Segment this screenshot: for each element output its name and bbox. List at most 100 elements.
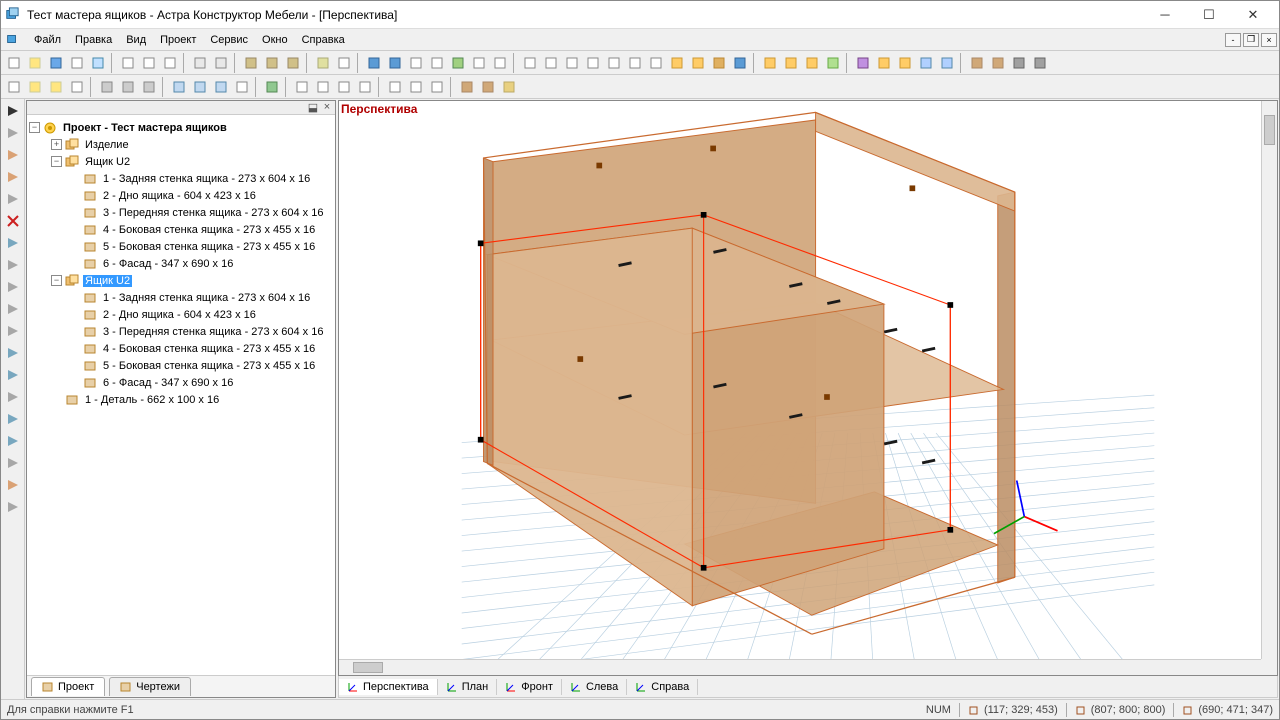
toolbar1-btn-21[interactable] xyxy=(385,53,405,73)
toolbar1-btn-45[interactable] xyxy=(853,53,873,73)
tree-item[interactable]: 2 - Дно ящика - 604 x 423 x 16 xyxy=(29,187,333,204)
toolbar2-btn-9[interactable] xyxy=(169,77,189,97)
view-tab-Слева[interactable]: Слева xyxy=(562,679,627,695)
tree-item[interactable]: 5 - Боковая стенка ящика - 273 x 455 x 1… xyxy=(29,238,333,255)
toolbar1-btn-28[interactable] xyxy=(520,53,540,73)
toolbar1-btn-43[interactable] xyxy=(823,53,843,73)
toolbar2-btn-1[interactable] xyxy=(25,77,45,97)
lefttool-btn-4[interactable] xyxy=(3,189,23,209)
toolbar1-btn-20[interactable] xyxy=(364,53,384,73)
toolbar1-btn-31[interactable] xyxy=(583,53,603,73)
menu-вид[interactable]: Вид xyxy=(119,32,153,48)
tree-item[interactable]: 4 - Боковая стенка ящика - 273 x 455 x 1… xyxy=(29,340,333,357)
tree-item[interactable]: −Ящик U2 xyxy=(29,153,333,170)
lefttool-btn-7[interactable] xyxy=(3,255,23,275)
toolbar1-btn-24[interactable] xyxy=(448,53,468,73)
lefttool-btn-17[interactable] xyxy=(3,475,23,495)
lefttool-btn-10[interactable] xyxy=(3,321,23,341)
toolbar1-btn-7[interactable] xyxy=(139,53,159,73)
menu-файл[interactable]: Файл xyxy=(27,32,68,48)
panel-close-icon[interactable]: × xyxy=(321,101,333,114)
lefttool-btn-1[interactable] xyxy=(3,123,23,143)
toolbar2-btn-16[interactable] xyxy=(292,77,312,97)
toolbar1-btn-1[interactable] xyxy=(25,53,45,73)
tree-item[interactable]: 1 - Деталь - 662 x 100 x 16 xyxy=(29,391,333,408)
toolbar2-btn-23[interactable] xyxy=(427,77,447,97)
toolbar1-btn-25[interactable] xyxy=(469,53,489,73)
viewport-3d[interactable]: Перспектива xyxy=(338,100,1278,676)
tree-item[interactable]: 5 - Боковая стенка ящика - 273 x 455 x 1… xyxy=(29,357,333,374)
toolbar2-btn-5[interactable] xyxy=(97,77,117,97)
toolbar1-btn-35[interactable] xyxy=(667,53,687,73)
toolbar1-btn-10[interactable] xyxy=(190,53,210,73)
toolbar2-btn-11[interactable] xyxy=(211,77,231,97)
toolbar1-btn-38[interactable] xyxy=(730,53,750,73)
toolbar2-btn-22[interactable] xyxy=(406,77,426,97)
lefttool-btn-13[interactable] xyxy=(3,387,23,407)
toolbar1-btn-48[interactable] xyxy=(916,53,936,73)
tree-item[interactable]: 4 - Боковая стенка ящика - 273 x 455 x 1… xyxy=(29,221,333,238)
toolbar1-btn-42[interactable] xyxy=(802,53,822,73)
scrollbar-vertical[interactable] xyxy=(1261,101,1277,659)
lefttool-btn-0[interactable] xyxy=(3,101,23,121)
toolbar1-btn-29[interactable] xyxy=(541,53,561,73)
menu-правка[interactable]: Правка xyxy=(68,32,119,48)
mdi-close[interactable]: × xyxy=(1261,33,1277,47)
toolbar1-btn-4[interactable] xyxy=(88,53,108,73)
toolbar2-btn-19[interactable] xyxy=(355,77,375,97)
toolbar2-btn-7[interactable] xyxy=(139,77,159,97)
tree-item[interactable]: 3 - Передняя стенка ящика - 273 x 604 x … xyxy=(29,204,333,221)
tree-item[interactable]: 6 - Фасад - 347 x 690 x 16 xyxy=(29,374,333,391)
toolbar1-btn-30[interactable] xyxy=(562,53,582,73)
tree-item[interactable]: +Изделие xyxy=(29,136,333,153)
toolbar1-btn-2[interactable] xyxy=(46,53,66,73)
lefttool-btn-6[interactable] xyxy=(3,233,23,253)
lefttool-btn-15[interactable] xyxy=(3,431,23,451)
toolbar1-btn-11[interactable] xyxy=(211,53,231,73)
toolbar2-btn-27[interactable] xyxy=(499,77,519,97)
toolbar2-btn-25[interactable] xyxy=(457,77,477,97)
view-tab-План[interactable]: План xyxy=(438,679,498,695)
toolbar1-btn-40[interactable] xyxy=(760,53,780,73)
minimize-button[interactable]: ─ xyxy=(1143,1,1187,29)
mdi-restore[interactable]: ❐ xyxy=(1243,33,1259,47)
lefttool-btn-14[interactable] xyxy=(3,409,23,429)
scrollbar-horizontal[interactable] xyxy=(339,659,1261,675)
toolbar1-btn-47[interactable] xyxy=(895,53,915,73)
toolbar1-btn-17[interactable] xyxy=(313,53,333,73)
menu-окно[interactable]: Окно xyxy=(255,32,295,48)
toolbar1-btn-49[interactable] xyxy=(937,53,957,73)
maximize-button[interactable]: ☐ xyxy=(1187,1,1231,29)
tree-item[interactable]: 2 - Дно ящика - 604 x 423 x 16 xyxy=(29,306,333,323)
toolbar2-btn-26[interactable] xyxy=(478,77,498,97)
tree-item[interactable]: −Ящик U2 xyxy=(29,272,333,289)
mdi-minimize[interactable]: - xyxy=(1225,33,1241,47)
toolbar2-btn-14[interactable] xyxy=(262,77,282,97)
project-tree[interactable]: −Проект - Тест мастера ящиков+Изделие−Ящ… xyxy=(27,115,335,675)
toolbar1-btn-0[interactable] xyxy=(4,53,24,73)
menu-сервис[interactable]: Сервис xyxy=(203,32,255,48)
toolbar1-btn-8[interactable] xyxy=(160,53,180,73)
lefttool-btn-8[interactable] xyxy=(3,277,23,297)
tree-item[interactable]: 6 - Фасад - 347 x 690 x 16 xyxy=(29,255,333,272)
toolbar1-btn-15[interactable] xyxy=(283,53,303,73)
toolbar2-btn-21[interactable] xyxy=(385,77,405,97)
toolbar1-btn-53[interactable] xyxy=(1009,53,1029,73)
tree-item[interactable]: 3 - Передняя стенка ящика - 273 x 604 x … xyxy=(29,323,333,340)
lefttool-btn-11[interactable] xyxy=(3,343,23,363)
toolbar2-btn-18[interactable] xyxy=(334,77,354,97)
toolbar1-btn-34[interactable] xyxy=(646,53,666,73)
tree-item[interactable]: 1 - Задняя стенка ящика - 273 x 604 x 16 xyxy=(29,289,333,306)
toolbar1-btn-18[interactable] xyxy=(334,53,354,73)
toolbar1-btn-51[interactable] xyxy=(967,53,987,73)
lefttool-btn-5[interactable] xyxy=(3,211,23,231)
toolbar1-btn-41[interactable] xyxy=(781,53,801,73)
toolbar2-btn-17[interactable] xyxy=(313,77,333,97)
toolbar1-btn-32[interactable] xyxy=(604,53,624,73)
lefttool-btn-18[interactable] xyxy=(3,497,23,517)
toolbar1-btn-54[interactable] xyxy=(1030,53,1050,73)
toolbar1-btn-33[interactable] xyxy=(625,53,645,73)
lefttool-btn-2[interactable] xyxy=(3,145,23,165)
view-tab-Справа[interactable]: Справа xyxy=(627,679,698,695)
panel-pin-icon[interactable]: ⬓ xyxy=(307,101,319,114)
